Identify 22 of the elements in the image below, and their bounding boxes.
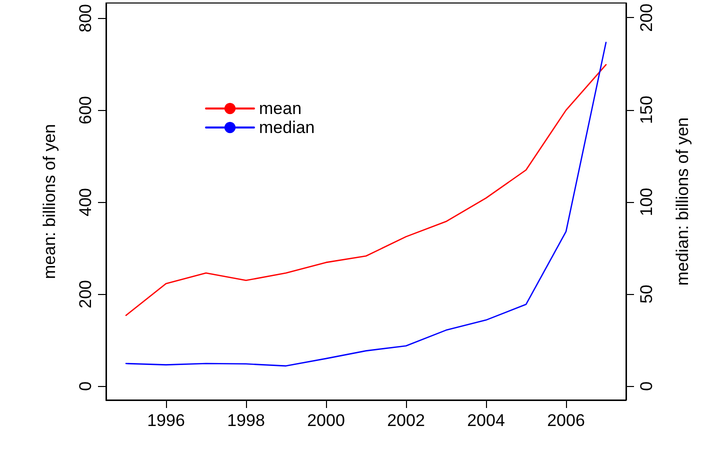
line-series xyxy=(125,64,607,316)
y-tick-label: 800 xyxy=(76,4,95,32)
y2-tick-label: 0 xyxy=(637,381,656,391)
legend-label: median xyxy=(259,118,315,137)
y-tick-label: 0 xyxy=(76,381,95,391)
y-tick-label: 600 xyxy=(76,96,95,124)
x-tick-label: 1998 xyxy=(227,411,265,430)
y2-tick-label: 50 xyxy=(637,284,656,304)
y-tick-label: 400 xyxy=(76,188,95,216)
x-tick-label: 1996 xyxy=(147,411,185,430)
x-tick-label: 2000 xyxy=(307,411,345,430)
x-tick-label: 2004 xyxy=(467,411,505,430)
y2-axis-title: median: billions of yen xyxy=(673,117,692,286)
y-tick-label: 200 xyxy=(76,280,95,308)
legend-label: mean xyxy=(259,99,302,118)
y2-tick-label: 100 xyxy=(637,188,656,216)
x-tick-label: 2006 xyxy=(547,411,585,430)
line-series xyxy=(125,42,607,367)
y-axis-title: mean: billions of yen xyxy=(40,124,59,279)
y2-tick-label: 150 xyxy=(637,96,656,124)
x-tick-label: 2002 xyxy=(387,411,425,430)
y2-tick-label: 200 xyxy=(637,4,656,32)
